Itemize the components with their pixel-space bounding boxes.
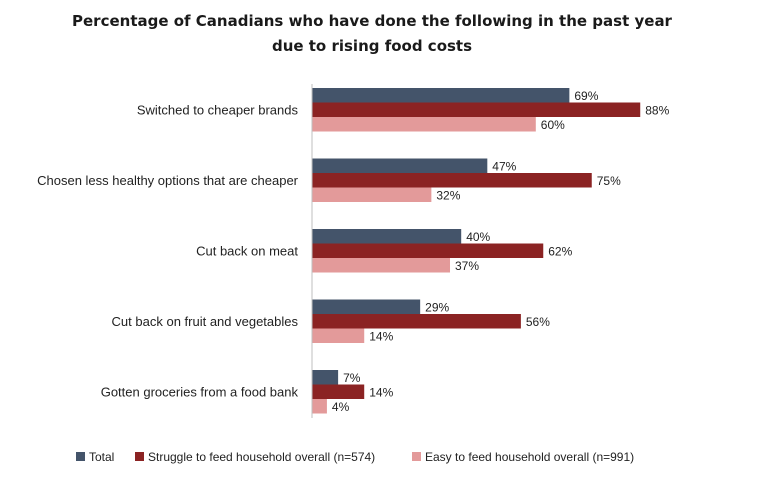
bar — [312, 399, 327, 414]
bar — [312, 328, 365, 343]
chart-title-line-1: Percentage of Canadians who have done th… — [72, 12, 673, 30]
legend: Total Struggle to feed household overall … — [76, 450, 634, 464]
chart-title-line-2: due to rising food costs — [272, 37, 472, 55]
data-label: 14% — [369, 329, 393, 343]
bar — [312, 88, 570, 103]
bar — [312, 173, 592, 188]
data-label: 37% — [455, 259, 479, 273]
bar — [312, 229, 462, 244]
data-label: 40% — [466, 230, 490, 244]
legend-label: Easy to feed household overall (n=991) — [425, 450, 634, 464]
legend-label: Total — [89, 450, 114, 464]
data-label: 32% — [436, 188, 460, 202]
category-label: Gotten groceries from a food bank — [101, 384, 299, 399]
data-label: 60% — [541, 118, 565, 132]
legend-item: Easy to feed household overall (n=991) — [412, 450, 634, 464]
bar — [312, 187, 432, 202]
bar — [312, 370, 339, 385]
category-group: Gotten groceries from a food bank 7% 14% 4% — [101, 370, 394, 414]
bar — [312, 117, 536, 132]
plot-area: Switched to cheaper brands 69% 88% 60% Chose… — [37, 88, 670, 414]
legend-label: Struggle to feed household overall (n=57… — [148, 450, 375, 464]
data-label: 4% — [332, 400, 350, 414]
legend-item: Total — [76, 450, 114, 464]
category-group: Chosen less healthy options that are che… — [37, 158, 621, 202]
bar — [312, 384, 365, 399]
data-label: 75% — [597, 174, 621, 188]
chart-title: Percentage of Canadians who have done th… — [72, 12, 673, 55]
data-label: 56% — [526, 315, 550, 329]
category-label: Cut back on meat — [196, 243, 298, 258]
data-label: 14% — [369, 385, 393, 399]
category-group: Switched to cheaper brands 69% 88% 60% — [137, 88, 670, 132]
category-group: Cut back on meat 40% 62% 37% — [196, 229, 573, 273]
category-group: Cut back on fruit and vegetables 29% 56% 14… — [112, 299, 550, 343]
legend-item: Struggle to feed household overall (n=57… — [135, 450, 375, 464]
data-label: 62% — [548, 244, 572, 258]
bar — [312, 299, 421, 314]
bar — [312, 243, 544, 258]
data-label: 88% — [645, 103, 669, 117]
legend-swatch — [76, 452, 85, 461]
legend-swatch — [135, 452, 144, 461]
bar — [312, 258, 451, 273]
data-label: 7% — [343, 371, 361, 385]
legend-swatch — [412, 452, 421, 461]
bar — [312, 102, 641, 117]
category-label: Switched to cheaper brands — [137, 102, 299, 117]
category-label: Cut back on fruit and vegetables — [112, 314, 299, 329]
data-label: 69% — [574, 89, 598, 103]
data-label: 29% — [425, 300, 449, 314]
data-label: 47% — [492, 159, 516, 173]
bar — [312, 158, 488, 173]
category-label: Chosen less healthy options that are che… — [37, 173, 299, 188]
bar — [312, 314, 521, 329]
